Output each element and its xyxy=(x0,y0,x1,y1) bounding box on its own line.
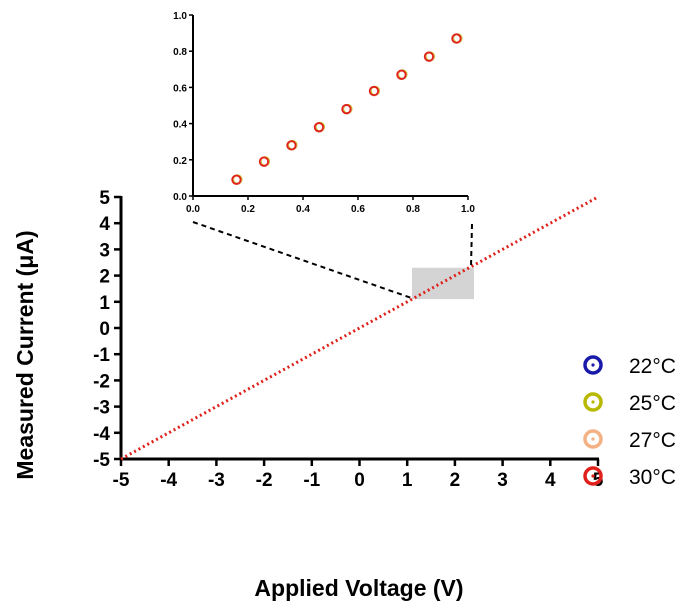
legend-marker-dot xyxy=(591,437,595,441)
inset-x-tick-label: 0.2 xyxy=(241,204,255,215)
legend-label: 25°C xyxy=(629,392,676,415)
zoom-connector-right xyxy=(469,223,473,268)
inset-data-point xyxy=(286,140,297,151)
inset-y-tick-label: 1.0 xyxy=(173,11,187,22)
legend-label: 27°C xyxy=(629,429,676,452)
legend-marker xyxy=(583,466,603,486)
legend-marker xyxy=(583,392,603,412)
inset-data-point xyxy=(368,85,379,97)
inset-x-tick-label: 1.0 xyxy=(461,204,475,215)
inset-y-tick-label: 0.4 xyxy=(173,120,187,131)
y-tick-label: 3 xyxy=(99,240,110,261)
y-tick-label: -2 xyxy=(93,371,110,392)
inset-x-tick-label: 0.4 xyxy=(296,204,310,215)
inset-x-tick-label: 0.0 xyxy=(186,204,200,215)
legend-marker-dot xyxy=(591,363,595,367)
inset-x-tick-label: 0.6 xyxy=(351,204,365,215)
inset-y-tick-label: 0.6 xyxy=(173,83,187,94)
legend-label: 22°C xyxy=(629,355,676,378)
x-tick-label: -4 xyxy=(160,470,177,491)
y-axis-title: Measured Current (μA) xyxy=(12,230,38,479)
legend-marker-dot xyxy=(591,400,595,404)
legend-label: 30°C xyxy=(629,466,676,489)
inset-data-point xyxy=(396,69,407,80)
inset-data-point xyxy=(423,51,434,62)
x-tick-label: 0 xyxy=(354,470,365,491)
x-tick-label: 3 xyxy=(497,470,508,491)
inset-y-tick-label: 0.2 xyxy=(173,156,187,167)
y-tick-label: -4 xyxy=(93,424,110,445)
y-tick-label: -1 xyxy=(93,345,110,366)
legend-marker xyxy=(583,355,603,375)
y-tick-label: 4 xyxy=(99,214,110,235)
inset-data-point xyxy=(451,33,462,44)
inset-data-point xyxy=(341,104,352,115)
y-tick-label: -5 xyxy=(93,450,110,471)
x-tick-label: -5 xyxy=(113,470,130,491)
x-tick-label: -2 xyxy=(256,470,273,491)
inset-data-point xyxy=(313,122,324,133)
series-line xyxy=(120,195,599,461)
x-tick-label: 4 xyxy=(545,470,556,491)
y-tick-label: 2 xyxy=(99,267,110,288)
legend-marker-dot xyxy=(591,474,595,478)
inset-panel xyxy=(138,0,493,221)
legend-marker xyxy=(583,429,603,449)
x-tick-label: 1 xyxy=(402,470,413,491)
x-axis-title: Applied Voltage (V) xyxy=(254,575,463,601)
y-tick-label: 1 xyxy=(99,293,110,314)
x-tick-label: -3 xyxy=(208,470,225,491)
inset-x-tick-label: 0.8 xyxy=(406,204,420,215)
x-tick-label: -1 xyxy=(303,470,320,491)
inset-data-point xyxy=(231,174,242,185)
y-tick-label: 5 xyxy=(99,188,110,209)
inset-data-point xyxy=(258,156,269,167)
y-tick-label: 0 xyxy=(99,319,110,340)
inset-y-tick-label: 0.0 xyxy=(173,192,187,203)
y-tick-label: -3 xyxy=(93,398,110,419)
zoom-connector-left xyxy=(192,221,413,300)
inset-y-tick-label: 0.8 xyxy=(173,47,187,58)
x-tick-label: 2 xyxy=(450,470,461,491)
